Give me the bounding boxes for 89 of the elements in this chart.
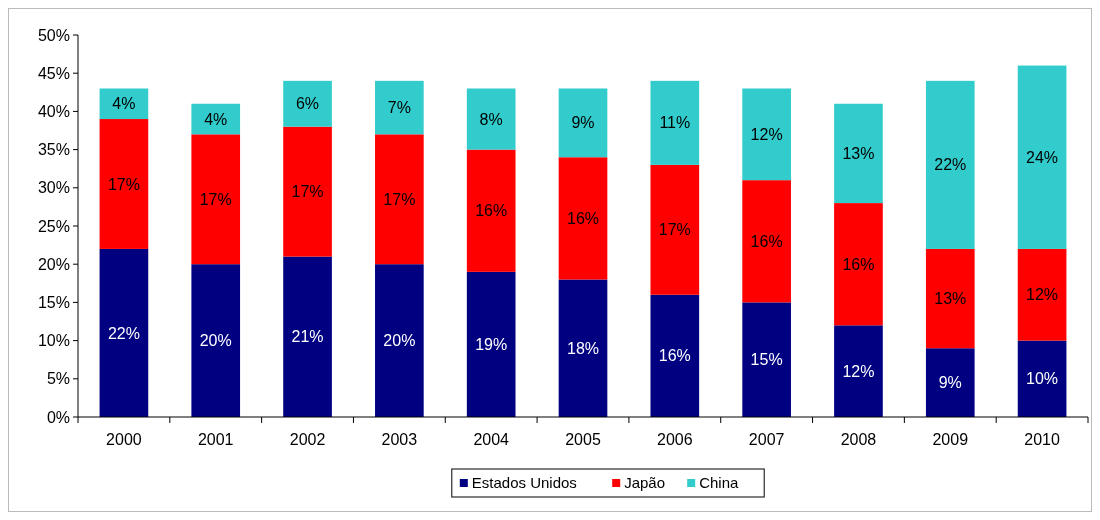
x-tick-label: 2009 <box>932 431 969 448</box>
bar <box>1017 248 1067 341</box>
bar <box>742 302 791 417</box>
data-label: 22% <box>107 324 140 342</box>
data-label: 9% <box>571 114 595 132</box>
data-label: 10% <box>1026 370 1059 388</box>
y-tick-label: 10% <box>37 332 70 350</box>
y-tick-label: 40% <box>37 103 70 120</box>
bar <box>191 264 241 417</box>
bar <box>466 149 516 272</box>
data-label: 16% <box>750 232 783 250</box>
bar <box>558 157 608 280</box>
data-label: 15% <box>750 351 783 369</box>
y-tick-label: 0% <box>46 408 70 426</box>
bar <box>375 80 424 135</box>
x-tick-label: 2010 <box>1024 431 1060 448</box>
y-tick-label: 50% <box>37 26 70 44</box>
x-tick-label: 2003 <box>381 431 418 448</box>
bar <box>558 279 608 417</box>
data-label: 8% <box>479 110 503 128</box>
data-label: 16% <box>658 347 691 365</box>
bar <box>1017 65 1067 249</box>
data-label: 16% <box>475 202 508 220</box>
x-tick-label: 2001 <box>197 431 234 448</box>
x-tick-label: 2006 <box>657 431 693 448</box>
bar <box>375 264 424 417</box>
data-label: 11% <box>659 114 691 132</box>
x-tick-label: 2002 <box>289 431 326 448</box>
y-tick-label: 25% <box>37 217 70 235</box>
bar <box>99 119 149 249</box>
data-label: 19% <box>475 336 508 354</box>
x-tick-label: 2000 <box>106 431 142 448</box>
data-label: 4% <box>204 110 228 128</box>
bar <box>191 134 241 265</box>
data-label: 6% <box>295 95 320 113</box>
data-label: 17% <box>291 183 324 201</box>
y-tick-label: 15% <box>37 294 70 311</box>
data-label: 12% <box>750 125 783 143</box>
bar <box>650 164 700 295</box>
bar <box>650 80 700 165</box>
data-label: 16% <box>566 209 600 227</box>
data-label: 4% <box>112 95 136 113</box>
data-label: 7% <box>387 99 411 117</box>
bar <box>283 80 332 127</box>
x-tick-label: 2007 <box>748 431 785 448</box>
data-label: 16% <box>842 255 875 273</box>
bar <box>466 271 516 417</box>
data-label: 22% <box>934 156 967 174</box>
legend-label: China <box>699 474 740 492</box>
data-label: 9% <box>938 374 962 392</box>
x-tick-label: 2005 <box>565 431 601 448</box>
data-label: 18% <box>566 339 600 357</box>
bar <box>925 248 975 349</box>
legend-label: Estados Unidos <box>471 474 577 492</box>
bar <box>466 88 516 150</box>
x-tick-label: 2008 <box>840 431 877 448</box>
bar <box>925 348 975 417</box>
bar <box>1017 340 1067 417</box>
data-label: 13% <box>842 145 875 163</box>
data-label: 12% <box>1026 286 1059 304</box>
bar <box>99 248 149 417</box>
bar <box>283 256 332 417</box>
y-tick-label: 45% <box>37 64 70 82</box>
y-tick-label: 35% <box>37 141 70 159</box>
y-tick-label: 5% <box>46 370 70 388</box>
bar <box>650 294 700 417</box>
y-tick-label: 20% <box>37 255 70 273</box>
data-label: 20% <box>383 332 416 350</box>
bar <box>283 126 332 257</box>
bar <box>742 88 791 181</box>
bar <box>375 134 424 265</box>
data-label: 17% <box>658 221 691 239</box>
bar <box>742 180 791 303</box>
data-label: 17% <box>107 175 140 193</box>
bar <box>558 88 608 158</box>
data-label: 21% <box>291 328 324 346</box>
data-label: 20% <box>199 332 232 350</box>
y-tick-label: 30% <box>37 179 70 197</box>
bar <box>834 103 883 204</box>
bar <box>834 203 883 326</box>
data-label: 12% <box>842 362 875 380</box>
bar <box>925 80 975 249</box>
bar <box>834 325 883 417</box>
data-label: 17% <box>383 190 416 208</box>
legend-label: Japão <box>624 474 666 492</box>
data-label: 13% <box>934 290 967 308</box>
data-label: 24% <box>1026 148 1059 166</box>
x-tick-label: 2004 <box>473 431 510 448</box>
data-label: 17% <box>199 190 232 208</box>
